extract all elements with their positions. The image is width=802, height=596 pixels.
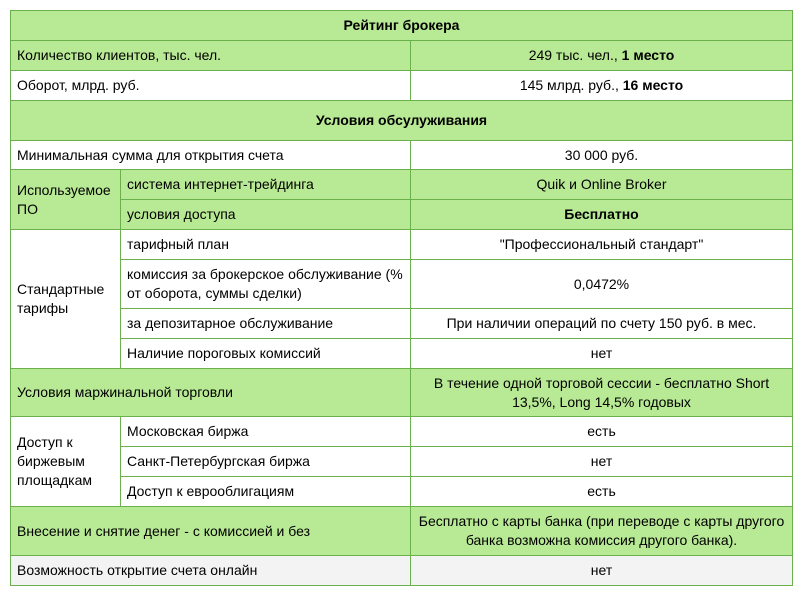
deposit-label: Внесение и снятие денег - с комиссией и … — [11, 507, 411, 556]
exchanges-group-label: Доступ к биржевым площадкам — [11, 417, 121, 507]
software-group-label: Используемое ПО — [11, 170, 121, 230]
margin-value: В течение одной торговой сессии - беспла… — [411, 368, 793, 417]
exchange-spb-value: нет — [411, 447, 793, 477]
exchange-spb-label: Санкт-Петербургская биржа — [121, 447, 411, 477]
tariff-plan-label: тарифный план — [121, 230, 411, 260]
tariff-depositary-value: При наличии операций по счету 150 руб. в… — [411, 308, 793, 338]
clients-label: Количество клиентов, тыс. чел. — [11, 40, 411, 70]
exchange-moscow-value: есть — [411, 417, 793, 447]
online-value: нет — [411, 555, 793, 585]
exchange-moscow-label: Московская биржа — [121, 417, 411, 447]
tariff-depositary-label: за депозитарное обслуживание — [121, 308, 411, 338]
software-access-label: условия доступа — [121, 200, 411, 230]
turnover-label: Оборот, млрд. руб. — [11, 70, 411, 100]
software-system-label: система интернет-трейдинга — [121, 170, 411, 200]
online-label: Возможность открытие счета онлайн — [11, 555, 411, 585]
tariff-threshold-label: Наличие пороговых комиссий — [121, 338, 411, 368]
section-header-rating: Рейтинг брокера — [11, 11, 793, 41]
minsum-label: Минимальная сумма для открытия счета — [11, 140, 411, 170]
tariff-plan-value: "Профессиональный стандарт" — [411, 230, 793, 260]
software-access-value: Бесплатно — [411, 200, 793, 230]
tariff-commission-value: 0,0472% — [411, 260, 793, 309]
exchange-eurobonds-value: есть — [411, 477, 793, 507]
tariff-threshold-value: нет — [411, 338, 793, 368]
section-header-conditions: Условия обсулуживания — [11, 100, 793, 140]
clients-value: 249 тыс. чел., 1 место — [411, 40, 793, 70]
turnover-value: 145 млрд. руб., 16 место — [411, 70, 793, 100]
tariff-commission-label: комиссия за брокерское обслуживание (% о… — [121, 260, 411, 309]
software-system-value: Quik и Online Broker — [411, 170, 793, 200]
exchange-eurobonds-label: Доступ к еврооблигациям — [121, 477, 411, 507]
minsum-value: 30 000 руб. — [411, 140, 793, 170]
broker-info-table: Рейтинг брокера Количество клиентов, тыс… — [10, 10, 793, 586]
deposit-value: Бесплатно с карты банка (при переводе с … — [411, 507, 793, 556]
margin-label: Условия маржинальной торговли — [11, 368, 411, 417]
tariffs-group-label: Стандартные тарифы — [11, 230, 121, 368]
